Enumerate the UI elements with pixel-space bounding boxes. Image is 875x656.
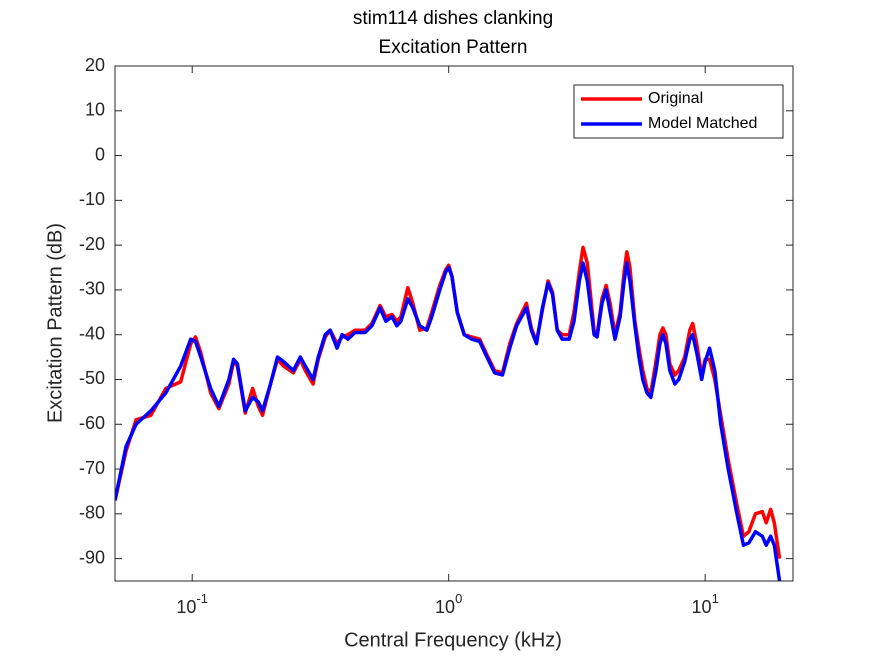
chart-title: stim114 dishes clanking — [353, 8, 553, 29]
legend: Original Model Matched — [573, 84, 784, 139]
x-axis-label: Central Frequency (kHz) — [344, 629, 562, 651]
y-tick-label: 20 — [85, 55, 105, 75]
axes-box — [114, 65, 794, 582]
x-tick-label: 10-1 — [176, 591, 208, 616]
y-tick-label: -40 — [79, 323, 105, 343]
y-tick-label: -60 — [79, 413, 105, 433]
y-tick-label: -50 — [79, 368, 105, 388]
y-tick-label: -90 — [79, 547, 105, 567]
legend-label: Original — [648, 90, 703, 107]
x-tick-exponent: 0 — [455, 591, 462, 606]
x-tick-base: 10 — [435, 597, 455, 617]
y-tick-label: 0 — [95, 144, 105, 164]
plot-area — [115, 66, 793, 581]
y-tick-label: -30 — [79, 279, 105, 299]
y-axis-label: Excitation Pattern (dB) — [44, 223, 66, 423]
legend-box — [573, 84, 784, 139]
x-tick-label: 100 — [435, 591, 462, 616]
y-tick-label: 10 — [85, 100, 105, 120]
data-line — [115, 261, 782, 581]
chart-subtitle: Excitation Pattern — [379, 37, 528, 58]
legend-label: Model Matched — [648, 115, 757, 132]
x-tick-label: 101 — [692, 591, 719, 616]
x-tick-exponent: -1 — [196, 591, 208, 606]
y-tick-label: -10 — [79, 189, 105, 209]
x-tick-base: 10 — [176, 597, 196, 617]
lines — [115, 245, 782, 581]
y-tick-label: -20 — [79, 234, 105, 254]
x-tick-base: 10 — [692, 597, 712, 617]
y-tick-label: -80 — [79, 503, 105, 523]
y-tick-label: -70 — [79, 458, 105, 478]
x-tick-exponent: 1 — [712, 591, 719, 606]
